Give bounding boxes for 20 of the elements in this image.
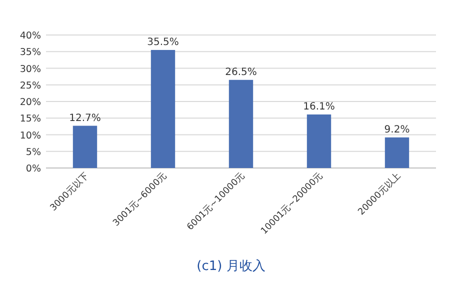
y-tick-label: 20% <box>20 97 41 108</box>
data-label: 9.2% <box>384 124 410 136</box>
bar <box>72 126 98 168</box>
y-tick-label: 35% <box>20 47 41 58</box>
y-tick-label: 10% <box>20 130 41 142</box>
y-tick-label: 15% <box>20 114 41 125</box>
bar <box>150 50 176 168</box>
data-label: 16.1% <box>303 101 335 112</box>
bar <box>384 137 410 168</box>
y-tick-label: 25% <box>20 80 41 92</box>
data-label: 26.5% <box>225 66 257 78</box>
y-tick-label: 0% <box>26 164 41 174</box>
y-tick-label: 40% <box>20 30 41 42</box>
bar <box>228 80 254 168</box>
text: (c1) 月收入 <box>196 259 266 274</box>
y-tick-label: 5% <box>26 146 41 158</box>
data-label: 12.7% <box>69 112 101 124</box>
data-label: 35.5% <box>147 36 179 48</box>
y-tick-label: 30% <box>20 64 41 75</box>
bar <box>306 114 332 168</box>
